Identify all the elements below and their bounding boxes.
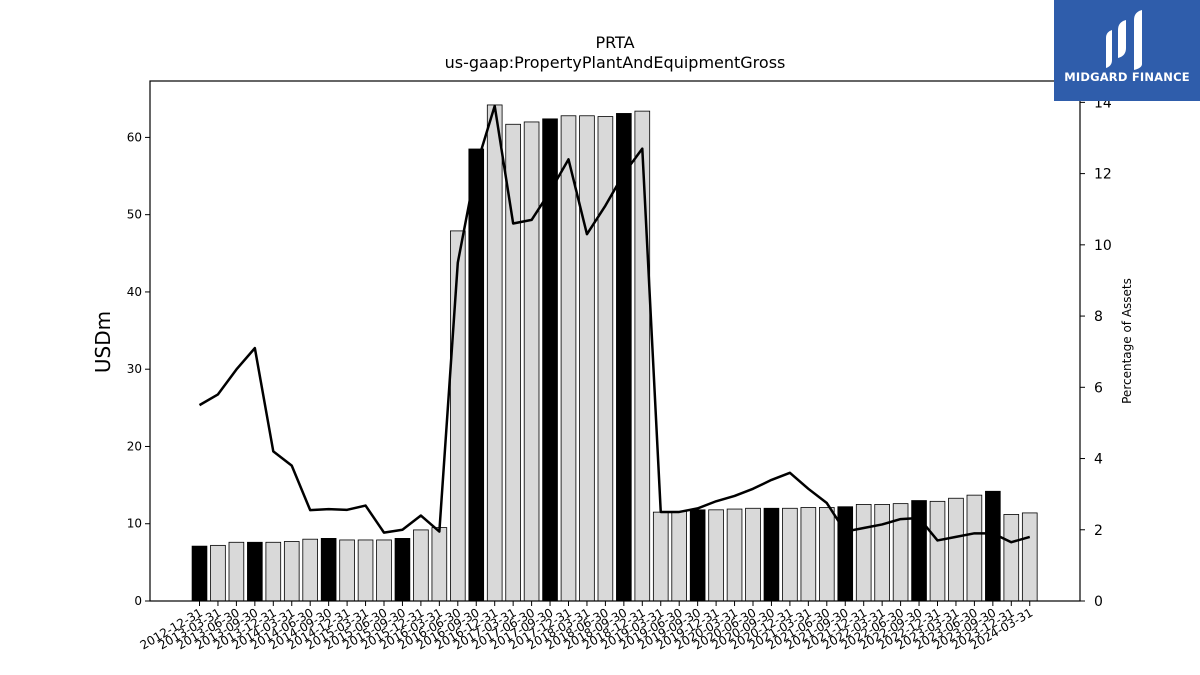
bar xyxy=(394,538,411,602)
bar xyxy=(413,529,429,602)
brand-logo: MIDGARD FINANCE xyxy=(1054,0,1200,101)
brand-mark-icon xyxy=(1106,10,1142,70)
bar-series xyxy=(191,104,1038,602)
bar xyxy=(1003,514,1020,602)
y2-tick-label: 0 xyxy=(1094,594,1103,610)
bar xyxy=(579,115,595,602)
bar xyxy=(763,507,780,602)
bar xyxy=(874,504,890,602)
bar xyxy=(855,504,872,602)
plot-frame xyxy=(149,80,1081,602)
bar xyxy=(966,494,983,602)
bar xyxy=(616,113,632,602)
y-tick-label: 10 xyxy=(127,517,142,531)
y-tick-label: 20 xyxy=(127,439,142,453)
bar xyxy=(210,544,226,602)
bar xyxy=(449,230,466,602)
brand-name: MIDGARD FINANCE xyxy=(1064,70,1190,84)
bar xyxy=(911,500,927,602)
bar xyxy=(837,506,854,602)
y-tick-label: 60 xyxy=(127,130,142,144)
y2-tick-label: 2 xyxy=(1094,523,1103,539)
y-tick-label: 40 xyxy=(127,285,142,299)
bar xyxy=(689,509,706,602)
bar xyxy=(302,538,318,602)
bar xyxy=(560,115,577,602)
y2-tick-label: 8 xyxy=(1094,309,1103,325)
line-path xyxy=(198,104,1031,544)
bar xyxy=(1021,512,1038,602)
y-tick-label: 50 xyxy=(127,208,142,222)
bar xyxy=(339,539,355,602)
y2-tick-label: 4 xyxy=(1094,452,1103,468)
bar xyxy=(357,539,374,602)
bar xyxy=(468,148,485,602)
y2-tick-label: 10 xyxy=(1094,238,1112,254)
bar xyxy=(228,541,245,602)
bar xyxy=(652,511,669,602)
bar xyxy=(597,116,614,602)
bar xyxy=(726,508,743,602)
y2-axis-label: Percentage of Assets xyxy=(1120,278,1134,404)
bar xyxy=(671,510,687,602)
y-axis-label: USDm xyxy=(91,311,115,373)
chart-subtitle: us-gaap:PropertyPlantAndEquipmentGross xyxy=(445,53,786,72)
y-tick-label: 0 xyxy=(134,594,142,608)
y2-tick-label: 12 xyxy=(1094,167,1112,183)
bar xyxy=(486,104,503,602)
chart-title: PRTA xyxy=(595,33,634,52)
y-tick-label: 30 xyxy=(127,362,142,376)
bar xyxy=(985,490,1001,602)
bar xyxy=(819,507,835,602)
bar xyxy=(745,507,761,602)
y2-tick-label: 6 xyxy=(1094,380,1103,396)
axes: 0102030405060024681012142012-12-312013-0… xyxy=(127,80,1112,652)
bar xyxy=(782,507,798,602)
bar xyxy=(247,541,263,602)
bar xyxy=(634,110,651,602)
bar xyxy=(929,500,946,602)
bar xyxy=(191,545,208,602)
bar xyxy=(320,538,337,602)
bar xyxy=(948,497,964,602)
bar xyxy=(283,541,300,602)
line-series xyxy=(198,104,1031,544)
bar xyxy=(523,121,540,602)
bar xyxy=(708,509,724,602)
bar xyxy=(376,539,392,602)
bar xyxy=(800,507,817,602)
bar xyxy=(431,527,448,602)
bar xyxy=(265,541,282,602)
